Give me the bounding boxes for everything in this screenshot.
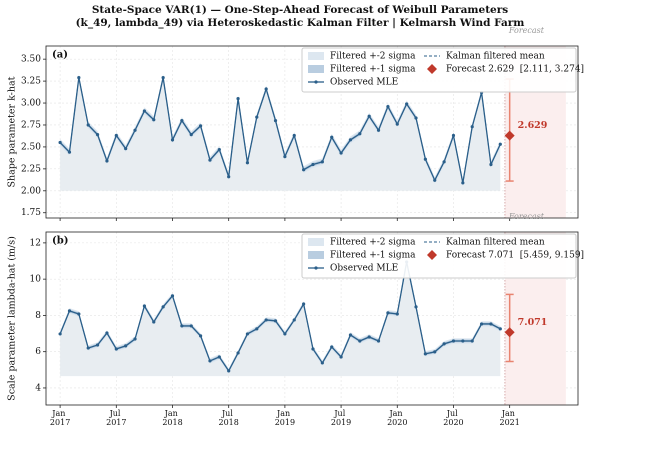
forecast-marker xyxy=(504,327,515,338)
legend-label: Filtered +-1 sigma xyxy=(330,65,416,75)
x-tick-label: Jan 2021 xyxy=(499,409,519,427)
kalman-line xyxy=(59,261,501,372)
y-tick-label: 3.25 xyxy=(21,77,41,87)
legend-swatch xyxy=(308,238,324,246)
title-line: (k_49, lambda_49) via Heteroskedastic Ka… xyxy=(76,17,525,30)
observed-marker xyxy=(245,332,250,336)
y-tick-label: 2.00 xyxy=(21,186,41,196)
y-tick-label: 12 xyxy=(30,238,41,248)
observed-marker xyxy=(376,339,381,343)
observed-marker xyxy=(105,159,109,163)
legend-label: Kalman filtered mean xyxy=(446,52,545,62)
observed-marker xyxy=(498,142,502,146)
y-axis-label: Scale parameter lambda-hat (m/s) xyxy=(7,236,18,401)
observed-marker xyxy=(470,125,474,129)
legend-swatch xyxy=(308,52,324,60)
legend-swatch xyxy=(314,266,318,270)
y-axis-label: Shape parameter k-hat xyxy=(7,76,18,187)
x-tick-label: Jul 2017 xyxy=(106,409,126,427)
y-tick-label: 6 xyxy=(35,347,41,357)
legend-box xyxy=(301,47,577,93)
x-tick-label: Jan 2019 xyxy=(275,409,295,427)
legend-swatch xyxy=(308,251,324,259)
panel-label: (a) xyxy=(52,50,68,61)
forecast-value-label: 2.629 xyxy=(518,120,548,131)
observed-marker xyxy=(161,75,165,80)
legend-label: Forecast 7.071 [5.459, 9.159] xyxy=(446,251,584,261)
legend-label: Observed MLE xyxy=(330,78,398,88)
observed-marker xyxy=(451,133,456,138)
observed-marker xyxy=(236,351,240,355)
panel-label: (b) xyxy=(52,236,68,247)
x-tick-label: Jul 2020 xyxy=(443,409,463,427)
legend-label: Filtered +-1 sigma xyxy=(330,251,416,261)
observed-marker xyxy=(302,302,306,306)
observed-marker xyxy=(414,116,418,120)
observed-marker xyxy=(67,309,72,313)
observed-marker xyxy=(273,118,278,123)
observed-marker xyxy=(386,311,390,315)
forecast-region-label: Forecast xyxy=(508,212,545,221)
forecast-value-label: 7.071 xyxy=(518,317,548,328)
legend-label: Observed MLE xyxy=(330,264,398,274)
observed-marker xyxy=(395,312,399,316)
x-tick-label: Jul 2019 xyxy=(331,409,351,427)
y-tick-label: 3.00 xyxy=(21,99,41,109)
legend-label: Kalman filtered mean xyxy=(446,238,545,248)
fill-area xyxy=(60,77,501,191)
y-tick-label: 2.75 xyxy=(21,120,41,130)
observed-marker xyxy=(124,344,128,348)
legend-swatch xyxy=(427,250,437,260)
legend-swatch xyxy=(308,65,324,73)
observed-marker xyxy=(77,312,81,316)
legend-label: Filtered +-2 sigma xyxy=(330,238,416,248)
observed-marker xyxy=(77,75,81,80)
kalman-line xyxy=(59,77,501,183)
forecast-region-label: Forecast xyxy=(508,26,545,35)
x-tick-label: Jul 2018 xyxy=(219,409,239,427)
fill-area xyxy=(60,261,501,377)
y-tick-label: 10 xyxy=(30,275,42,285)
y-tick-label: 1.75 xyxy=(21,208,41,218)
x-tick-label: Jan 2020 xyxy=(387,409,407,427)
observed-marker xyxy=(198,334,203,338)
forecast-marker xyxy=(504,130,515,141)
legend-box xyxy=(301,233,577,279)
legend-label: Filtered +-2 sigma xyxy=(330,52,416,62)
legend-swatch xyxy=(314,80,318,84)
plot-area xyxy=(46,232,578,405)
title-line: State-Space VAR(1) — One-Step-Ahead Fore… xyxy=(92,4,508,16)
x-tick-label: Jan 2017 xyxy=(50,409,70,427)
legend-swatch xyxy=(427,64,437,74)
legend-label: Forecast 2.629 [2.111, 3.274] xyxy=(446,65,584,75)
y-tick-label: 8 xyxy=(35,311,41,321)
y-tick-label: 3.50 xyxy=(21,55,41,65)
axes-frame xyxy=(45,231,579,406)
y-tick-label: 2.25 xyxy=(21,164,41,174)
y-tick-label: 2.50 xyxy=(21,142,41,152)
observed-marker xyxy=(489,322,493,326)
x-tick-label: Jan 2018 xyxy=(162,409,182,427)
observed-marker xyxy=(433,178,437,182)
y-tick-label: 4 xyxy=(35,383,41,393)
axes-frame xyxy=(45,45,579,219)
